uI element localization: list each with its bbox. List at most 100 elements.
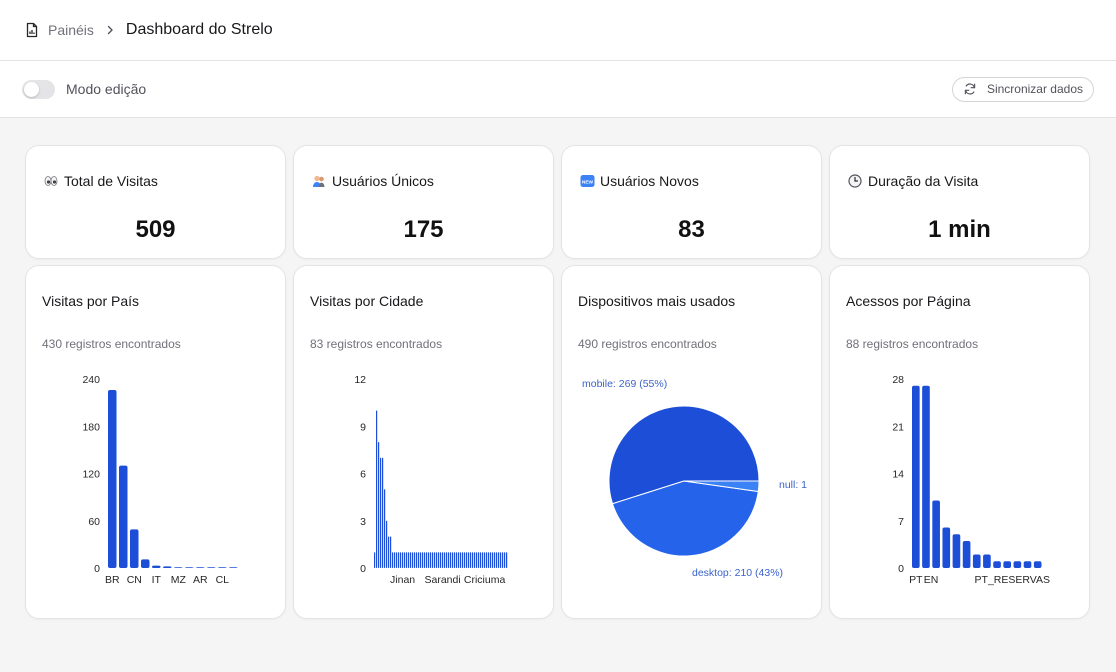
y-tick-label: 28 bbox=[892, 374, 904, 386]
sync-data-button[interactable]: Sincronizar dados bbox=[951, 76, 1094, 102]
bar bbox=[480, 552, 482, 568]
breadcrumb-parent-link[interactable]: Painéis bbox=[48, 22, 94, 38]
bar bbox=[456, 552, 458, 568]
bar bbox=[450, 552, 452, 568]
stat-card-total-visits: Total de Visitas 509 bbox=[25, 145, 286, 259]
bar bbox=[376, 410, 378, 568]
bar bbox=[496, 552, 498, 568]
bar bbox=[420, 552, 422, 568]
bar bbox=[912, 385, 920, 568]
bar bbox=[380, 457, 382, 568]
bar bbox=[436, 552, 438, 568]
bar bbox=[466, 552, 468, 568]
bar bbox=[952, 534, 961, 568]
bar bbox=[141, 559, 150, 568]
stat-value: 83 bbox=[678, 216, 705, 243]
bar bbox=[394, 552, 396, 568]
x-tick-label: MZ bbox=[171, 574, 187, 586]
bar bbox=[152, 565, 161, 568]
edit-mode-toggle[interactable] bbox=[22, 79, 55, 99]
bar bbox=[1003, 561, 1012, 568]
bar bbox=[442, 552, 444, 568]
edit-mode-label: Modo edição bbox=[66, 81, 147, 97]
page-title: Dashboard do Strelo bbox=[125, 21, 273, 38]
bar bbox=[490, 552, 492, 568]
bar bbox=[414, 552, 416, 568]
bar bbox=[382, 457, 384, 568]
x-tick-label: EN bbox=[924, 574, 939, 586]
x-tick-label: PT bbox=[909, 574, 923, 586]
bar bbox=[432, 552, 434, 568]
bar bbox=[922, 385, 930, 568]
chart-card-visits-by-city: Visitas por Cidade 83 registros encontra… bbox=[293, 265, 554, 619]
y-tick-label: 3 bbox=[360, 516, 366, 528]
chart-record-count: 83 registros encontrados bbox=[310, 337, 443, 351]
x-tick-label: IT bbox=[152, 574, 162, 586]
bar bbox=[416, 552, 418, 568]
bar bbox=[962, 541, 971, 568]
bar bbox=[932, 500, 940, 568]
y-tick-label: 14 bbox=[892, 469, 904, 481]
x-tick-label: Criciuma bbox=[464, 574, 506, 586]
bar bbox=[440, 552, 442, 568]
new-icon: NEW bbox=[579, 173, 595, 189]
devices-pie-chart: mobile: 269 (55%) desktop: 210 (43%) null:… bbox=[582, 378, 807, 579]
bar bbox=[446, 552, 448, 568]
x-tick-label: CL bbox=[216, 574, 230, 586]
bar bbox=[486, 552, 488, 568]
bar bbox=[378, 442, 380, 568]
toolbar: Modo edição Sincronizar dados bbox=[0, 61, 1116, 118]
bar bbox=[384, 489, 386, 568]
chart-card-visits-by-country: Visitas por País 430 registros encontrad… bbox=[25, 265, 286, 619]
stat-card-new-users: NEW Usuários Novos 83 bbox=[561, 145, 822, 259]
bar bbox=[108, 390, 117, 568]
refresh-icon bbox=[964, 83, 976, 95]
bar bbox=[174, 567, 183, 568]
chart-title: Dispositivos mais usados bbox=[578, 293, 736, 309]
stat-title-text: Duração da Visita bbox=[868, 173, 979, 189]
bar bbox=[406, 552, 408, 568]
bar bbox=[422, 552, 424, 568]
bar bbox=[1023, 561, 1032, 568]
chart-card-page-access: Acessos por Página 88 registros encontra… bbox=[829, 265, 1090, 619]
bar bbox=[454, 552, 456, 568]
bar bbox=[482, 552, 484, 568]
y-tick-label: 6 bbox=[360, 469, 366, 481]
stat-card-unique-users: Usuários Únicos 175 bbox=[293, 145, 554, 259]
y-tick-label: 0 bbox=[360, 563, 366, 575]
stat-title: Total de Visitas bbox=[43, 173, 158, 189]
clock-icon bbox=[847, 173, 863, 189]
bar bbox=[476, 552, 478, 568]
bar bbox=[374, 552, 376, 568]
chart-record-count: 490 registros encontrados bbox=[578, 337, 717, 351]
bar bbox=[474, 552, 476, 568]
stat-card-visit-duration: Duração da Visita 1 min bbox=[829, 145, 1090, 259]
bar bbox=[506, 552, 508, 568]
y-tick-label: 60 bbox=[88, 516, 100, 528]
x-tick-label: PT_RESERVAS bbox=[975, 574, 1050, 586]
bar bbox=[1013, 561, 1022, 568]
y-tick-label: 0 bbox=[94, 563, 100, 575]
chart-title: Visitas por País bbox=[42, 293, 140, 309]
chart-record-count: 430 registros encontrados bbox=[42, 337, 181, 351]
bar bbox=[498, 552, 500, 568]
bar bbox=[972, 554, 981, 568]
bar bbox=[448, 552, 450, 568]
stat-title-text: Usuários Únicos bbox=[332, 173, 434, 189]
bar bbox=[472, 552, 474, 568]
pie-slice-desktop bbox=[611, 480, 759, 557]
stat-value: 509 bbox=[135, 216, 176, 243]
bar bbox=[504, 552, 506, 568]
bar bbox=[452, 552, 454, 568]
stat-title-text: Total de Visitas bbox=[64, 173, 158, 189]
bar bbox=[130, 529, 139, 568]
bar bbox=[426, 552, 428, 568]
city-bar-chart: 0 3 6 9 12 Jinan Sarandi Criciuma bbox=[354, 374, 508, 586]
toggle-knob bbox=[24, 81, 39, 97]
stat-title-text: Usuários Novos bbox=[600, 173, 699, 189]
bar bbox=[434, 552, 436, 568]
bar bbox=[218, 567, 227, 568]
stat-value: 1 min bbox=[928, 216, 991, 243]
y-tick-label: 12 bbox=[354, 374, 366, 386]
sync-data-label: Sincronizar dados bbox=[986, 82, 1083, 96]
